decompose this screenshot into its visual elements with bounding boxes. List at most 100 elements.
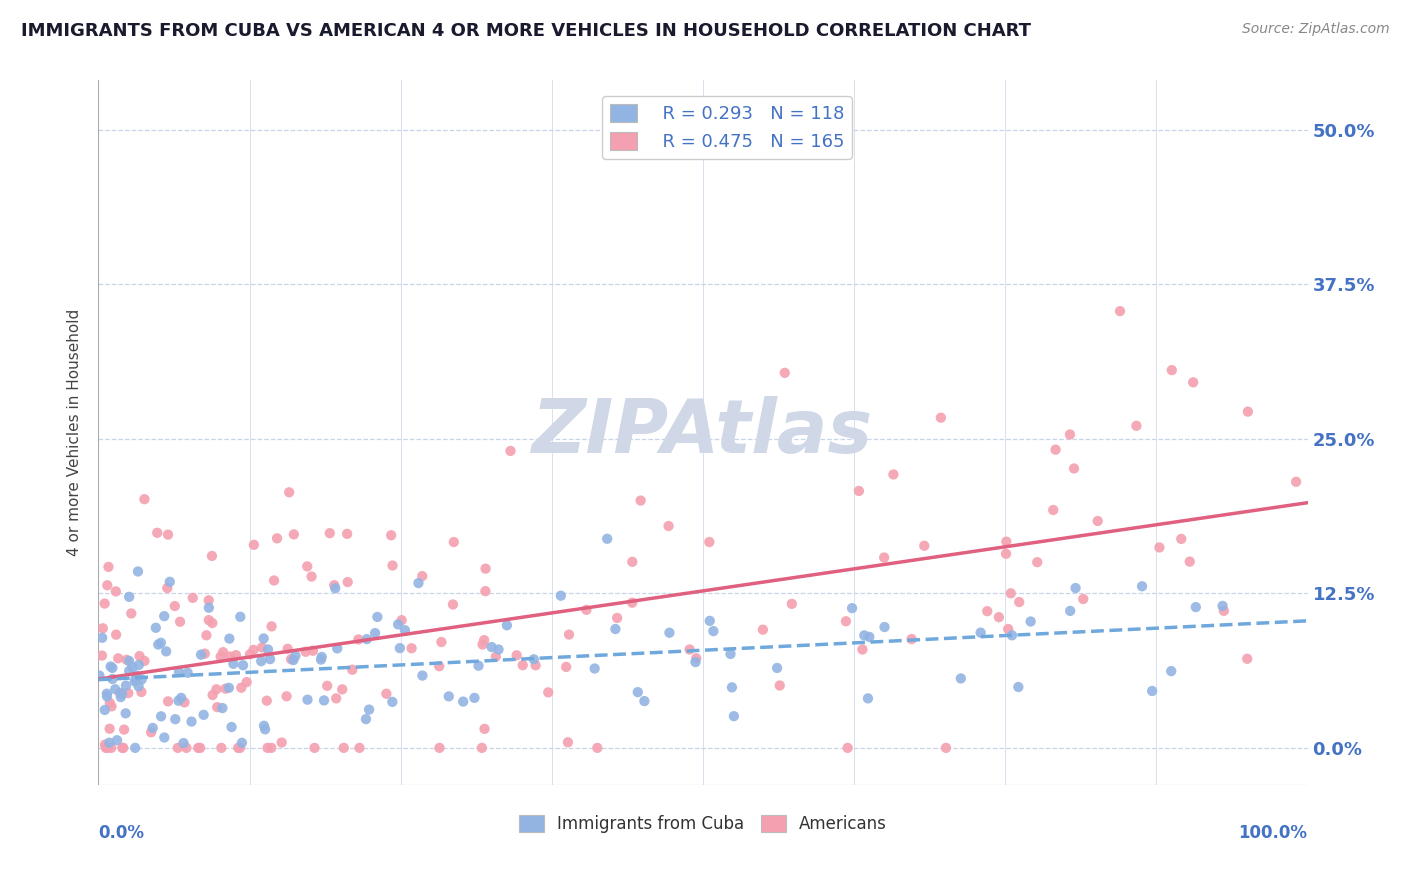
Point [128,657,150,672]
Point [145,621,167,635]
Point [110,690,132,704]
Point [976,604,998,618]
Point [277,641,299,656]
Point [276,690,298,704]
Point [263,574,285,588]
Point [131,685,153,699]
Point [900,632,922,646]
Point [1001,628,1024,642]
Point [451,695,474,709]
Point [401,641,423,656]
Point [201,549,224,563]
Point [437,690,460,704]
Point [1109,304,1132,318]
Point [496,618,519,632]
Point [387,617,409,632]
Point [721,681,744,695]
Point [111,687,134,701]
Point [181,591,204,605]
Point [201,615,224,630]
Point [98,696,121,710]
Point [104,682,127,697]
Point [586,740,609,755]
Point [987,610,1010,624]
Point [1008,595,1031,609]
Point [156,581,179,595]
Point [388,641,411,656]
Point [309,652,332,666]
Point [280,652,302,666]
Point [1212,604,1234,618]
Point [108,686,131,700]
Point [107,651,129,665]
Point [243,538,266,552]
Point [198,613,221,627]
Point [120,607,142,621]
Point [142,721,165,735]
Point [621,555,644,569]
Point [575,603,598,617]
Point [1285,475,1308,489]
Point [481,640,503,654]
Point [98,736,121,750]
Point [1149,541,1171,555]
Point [848,483,870,498]
Point [197,593,219,607]
Point [678,642,700,657]
Point [1019,615,1042,629]
Point [557,735,579,749]
Point [96,690,118,704]
Point [118,664,141,678]
Point [242,643,264,657]
Point [100,699,122,714]
Point [98,722,121,736]
Point [190,648,212,662]
Point [225,648,247,662]
Point [835,614,858,628]
Point [118,654,141,668]
Point [427,659,450,673]
Point [187,740,209,755]
Point [250,654,273,668]
Point [219,649,242,664]
Point [441,598,464,612]
Point [111,740,134,755]
Point [114,706,136,721]
Point [354,712,377,726]
Point [583,661,606,675]
Text: IMMIGRANTS FROM CUBA VS AMERICAN 4 OR MORE VEHICLES IN HOUSEHOLD CORRELATION CHA: IMMIGRANTS FROM CUBA VS AMERICAN 4 OR MO… [21,22,1031,40]
Point [316,679,339,693]
Point [173,695,195,709]
Point [226,740,249,755]
Point [266,532,288,546]
Point [381,558,404,573]
Point [325,691,347,706]
Point [720,647,742,661]
Point [153,609,176,624]
Point [128,679,150,693]
Point [176,665,198,680]
Point [323,578,346,592]
Point [1170,532,1192,546]
Point [1140,684,1163,698]
Point [1007,680,1029,694]
Text: 100.0%: 100.0% [1239,823,1308,842]
Point [125,668,148,682]
Point [150,709,173,723]
Point [270,735,292,749]
Point [1063,461,1085,475]
Point [128,648,150,663]
Point [297,692,319,706]
Point [231,736,253,750]
Point [969,625,991,640]
Point [356,632,378,647]
Point [391,613,413,627]
Point [198,600,221,615]
Point [856,691,879,706]
Point [347,632,370,647]
Point [166,740,188,755]
Point [253,632,276,646]
Point [1237,404,1260,418]
Text: Source: ZipAtlas.com: Source: ZipAtlas.com [1241,22,1389,37]
Point [260,619,283,633]
